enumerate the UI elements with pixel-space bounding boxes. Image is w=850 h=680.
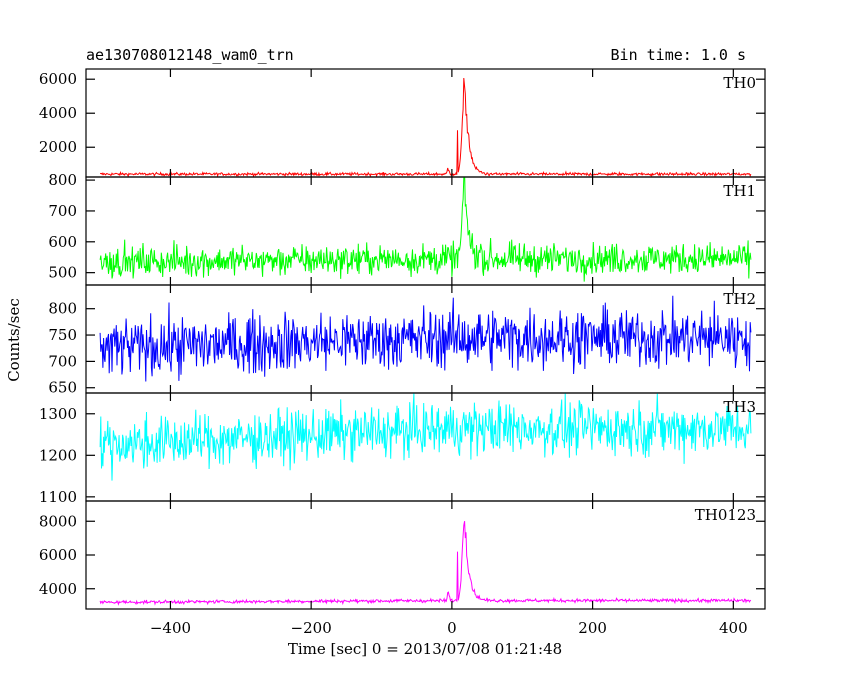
y-tick-label: 1100 — [39, 488, 77, 506]
panel-label-th0: TH0 — [723, 74, 756, 92]
panel-label-th3: TH3 — [723, 398, 756, 416]
panel-th0: 2000 4000 6000 TH0 — [39, 68, 766, 178]
panels: 2000 4000 6000 TH0 500 600 700 800 TH1 650 700 750 8… — [39, 68, 766, 610]
x-tick-label: −400 — [150, 619, 191, 637]
y-tick-label: 6000 — [39, 546, 77, 564]
series-th0-line — [99, 77, 752, 177]
y-tick-label: 500 — [48, 264, 77, 282]
y-axis-label: Counts/sec — [5, 298, 23, 382]
y-tick-label: 650 — [48, 379, 77, 397]
y-tick-label: 700 — [48, 202, 77, 220]
y-tick-label: 6000 — [39, 70, 77, 88]
panel-frame — [85, 68, 766, 178]
panel-th3: 1100 1200 1300 TH3 — [39, 392, 766, 506]
panel-label-th1: TH1 — [723, 182, 756, 200]
y-tick-label: 800 — [48, 171, 77, 189]
y-tick-label: 8000 — [39, 512, 77, 530]
y-tick-label: 4000 — [39, 580, 77, 598]
series-th2-line — [99, 295, 752, 382]
series-th3-line — [99, 393, 752, 481]
y-tick-label: 1200 — [39, 446, 77, 464]
panel-label-th0123: TH0123 — [695, 506, 756, 524]
panel-th2: 650 700 750 800 TH2 — [48, 284, 766, 397]
x-tick-label: 400 — [719, 619, 748, 637]
bin-time-label: Bin time: 1.0 s — [611, 46, 746, 64]
panel-label-th2: TH2 — [723, 290, 756, 308]
series-th0123-line — [99, 521, 752, 606]
y-tick-label: 700 — [48, 352, 77, 370]
x-tick-label: −200 — [291, 619, 332, 637]
series-th1-line — [99, 177, 752, 282]
y-tick-label: 2000 — [39, 138, 77, 156]
y-tick-label: 800 — [48, 300, 77, 318]
panel-th0123: 4000 6000 8000 TH0123 — [39, 500, 766, 610]
x-tick-label: 200 — [578, 619, 607, 637]
y-tick-label: 600 — [48, 233, 77, 251]
panel-frame — [85, 500, 766, 610]
chart-title: ae130708012148_wam0_trn — [86, 46, 294, 64]
y-tick-label: 750 — [48, 326, 77, 344]
x-tick-label: 0 — [447, 619, 457, 637]
x-axis-label: Time [sec] 0 = 2013/07/08 01:21:48 — [288, 640, 562, 658]
panel-th1: 500 600 700 800 TH1 — [48, 171, 766, 286]
y-tick-label: 1300 — [39, 405, 77, 423]
y-tick-label: 4000 — [39, 104, 77, 122]
x-axis: −400 −200 0 200 400 — [150, 619, 748, 637]
